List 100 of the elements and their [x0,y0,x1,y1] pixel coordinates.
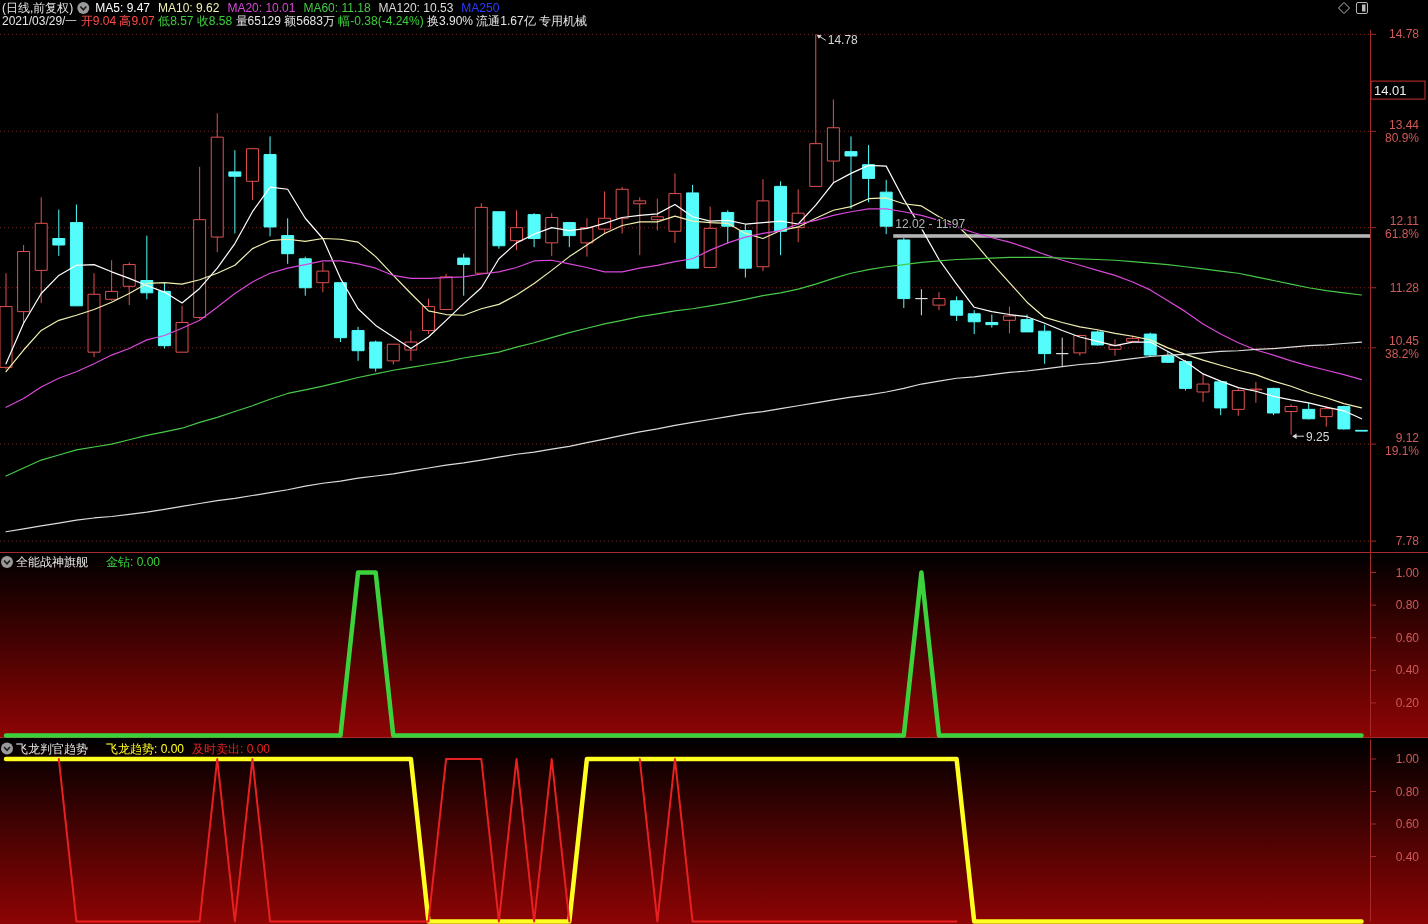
candlestick [1267,387,1280,416]
candlestick [686,184,700,269]
y-tick-label: 1.00 [1395,752,1420,766]
candlestick [1108,338,1122,357]
y-tick-label: 0.80 [1395,598,1420,613]
candlestick [17,244,31,324]
line-series [5,164,1363,420]
y-tick-label: 12.11 61.8% [1384,214,1420,242]
text: MA5: 9.47 [95,1,151,15]
candlestick [105,259,119,302]
candlestick [1231,387,1245,417]
y-tick-label: 0.60 [1395,817,1420,831]
candlestick [967,309,981,335]
candlestick [510,209,523,251]
candlestick [122,261,136,306]
candlestick [87,272,101,358]
y-tick-label: 1.00 [1395,565,1420,580]
line-series [5,341,1363,533]
candlestick [1302,402,1316,421]
candlestick [1214,380,1228,416]
candlestick [668,172,682,244]
candlestick [545,212,559,257]
candlestick [1161,350,1175,364]
annotation: 9.25 [1306,429,1330,444]
y-tick-label: 0.40 [1395,849,1420,864]
candlestick [439,273,453,311]
candlestick [950,295,964,322]
candlestick [34,196,48,304]
candlestick [615,186,629,234]
series-label: 飞龙趋势: 0.00 [106,741,185,756]
candlestick [298,256,312,297]
candlestick [210,112,224,253]
y-tick-label: 11.28 [1389,280,1420,295]
candlestick [862,144,876,203]
annotation: 14.78 [827,33,859,48]
candlestick [897,237,911,309]
text: 2021/03/29/一 开9.04 高9.07 低8.57 收8.58 量65129 额5683万 幅-0.38(-4.24%) 换3.90% 流通1.67亿 专用机械 [2,14,588,28]
candlestick [826,99,840,184]
candlestick [333,282,347,343]
candlestick [1196,373,1210,403]
candlestick [263,135,277,237]
candlestick [1073,334,1087,357]
candlestick [1090,329,1104,347]
candlestick [281,217,295,265]
candlestick [245,148,259,201]
y-tick-label: 14.78 [1388,27,1420,42]
candlestick [562,221,576,248]
candlestick [1126,335,1140,343]
candlestick [351,326,365,362]
candlestick [1178,359,1192,392]
candlestick [316,261,330,293]
candlestick [228,149,242,234]
candlestick [914,288,928,316]
y-tick-label: 0.60 [1395,630,1420,645]
candlestick [474,202,488,274]
candlestick [1249,381,1263,404]
chart-title: 全能战神旗舰 [16,555,88,569]
candlestick [193,166,207,320]
chart-title: (日线,前复权) [2,1,74,15]
candlestick [650,198,664,232]
candlestick [985,314,999,329]
candlestick [932,291,946,311]
candlestick [756,178,770,272]
series-label: 及时卖出: 0.00 [192,741,271,756]
line-series [5,256,1363,477]
y-tick-label: 13.44 80.9% [1384,117,1420,145]
candlestick [369,340,383,373]
candlestick [703,206,717,268]
candlestick [1038,324,1052,365]
candlestick [774,180,788,256]
candlestick [52,209,66,257]
candlestick [598,190,612,234]
candlestick [386,343,400,365]
candlestick [738,223,752,279]
y-tick-label: 10.45 38.2% [1384,334,1420,362]
candlestick [1355,429,1368,432]
candlestick [580,217,594,258]
y-tick-label: 0.20 [1395,695,1420,710]
candlestick [527,212,541,248]
candlestick [175,305,189,353]
candlestick [879,179,893,235]
text: MA120: 10.53 [378,1,454,15]
candlestick [633,196,647,256]
candlestick [69,203,83,307]
candlestick [422,298,435,335]
text: MA60: 11.18 [303,1,371,15]
y-tick-label: 0.40 [1395,663,1420,678]
text: 金钻: 0.00 [106,555,161,569]
candlestick [457,253,471,297]
legend-label: MA250 [461,1,500,15]
chart-title: 飞龙判官趋势 [16,741,88,756]
candlestick [1002,306,1016,334]
candlestick [492,211,506,250]
candlestick [1020,314,1034,333]
text: MA20: 10.01 [227,1,296,15]
text: 14.01 [1374,83,1407,99]
y-tick-label: 0.80 [1395,784,1420,799]
candlestick [844,135,858,210]
candlestick [157,282,171,350]
candlestick [1337,405,1351,431]
